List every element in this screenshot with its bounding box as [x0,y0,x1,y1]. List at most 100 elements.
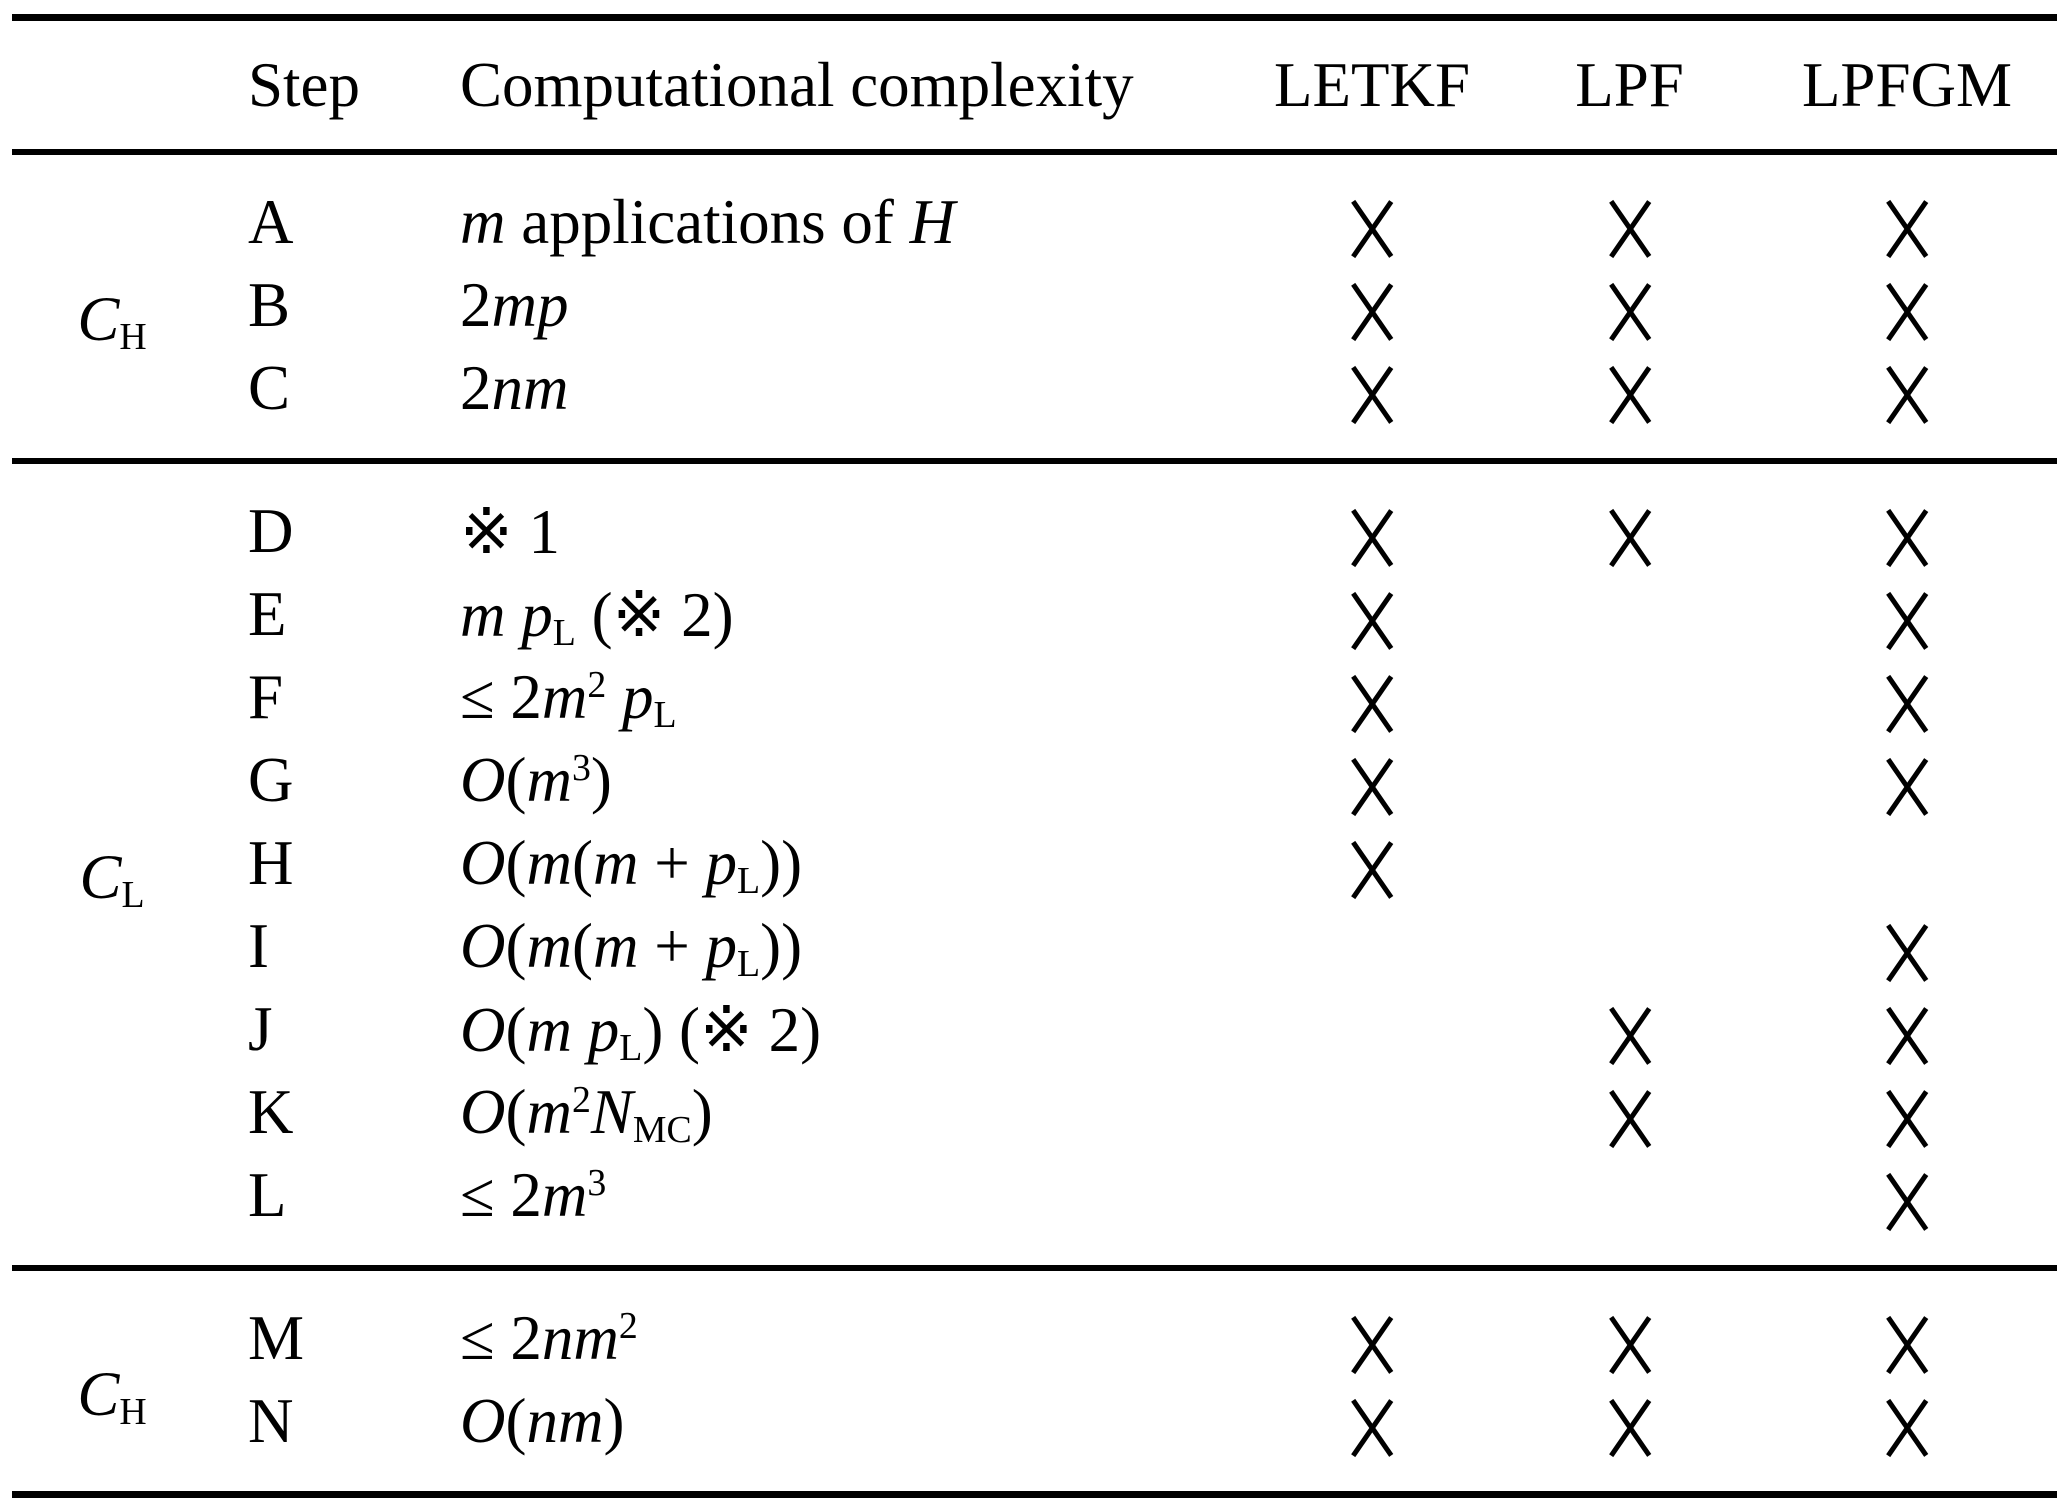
mark-cell-lpfgm [1757,656,2057,739]
x-mark-icon [1888,593,1926,648]
formula-segment: ( [505,1077,527,1147]
complexity-cell: m applications of H [432,149,1242,264]
mark-cell-letkf [1242,656,1502,739]
x-mark-icon [1611,201,1649,256]
formula-segment: ( [571,911,593,981]
table-head: Step Computational complexity LETKF LPF LPFG… [12,17,2057,155]
mark-cell-lpf [1502,149,1757,264]
formula-segment: m [541,662,588,732]
mark-cell-letkf [1242,1265,1502,1380]
mark-cell-lpfgm [1757,1380,2057,1495]
mark-cell-letkf [1242,264,1502,347]
mark-cell-lpf [1502,739,1757,822]
formula-segment: )) [760,828,803,898]
x-mark-icon [1353,759,1391,814]
formula-segment: p [587,994,620,1065]
formula-segment: p [705,828,738,898]
formula-segment: m [460,579,506,650]
complexity-cell: O(m(m + pL)) [432,822,1242,905]
x-mark-icon [1611,1400,1649,1455]
mark-cell-lpf [1502,264,1757,347]
table-header-row: Step Computational complexity LETKF LPF LPFG… [12,17,2057,155]
table-row-step-c: C 2nm [12,347,2057,461]
complexity-cell: ≤ 2m2 pL [432,656,1242,739]
complexity-cell: O(m2NMC) [432,1071,1242,1154]
mark-cell-lpf [1502,573,1757,656]
x-mark-icon [1888,1174,1926,1229]
formula-segment: m [592,911,639,981]
formula-segment: L [121,874,145,917]
formula-segment: ≤ 2 [460,662,542,732]
table-row-step-n: N O(nm) [12,1380,2057,1495]
x-mark-icon [1888,510,1926,565]
mark-cell-lpf [1502,905,1757,988]
x-mark-icon [1611,284,1649,339]
formula-segment: ) [603,1386,625,1456]
formula-segment: m [460,187,506,257]
x-mark-icon [1353,201,1391,256]
formula-segment: 2 [587,664,607,707]
mark-cell-lpfgm [1757,739,2057,822]
step-cell: M [212,1265,432,1380]
formula-segment: nm [526,1386,604,1456]
formula-segment: ( [505,1386,527,1456]
x-mark-icon [1353,284,1391,339]
mark-cell-lpf [1502,347,1757,461]
mark-cell-lpfgm [1757,149,2057,264]
x-mark-icon [1353,367,1391,422]
formula-segment: m [592,828,639,898]
formula-segment: + [638,911,706,981]
mark-cell-letkf [1242,573,1502,656]
x-mark-icon [1888,1317,1926,1372]
x-mark-icon [1611,1091,1649,1146]
mark-cell-lpfgm [1757,1071,2057,1154]
mark-cell-lpf [1502,458,1757,573]
x-mark-icon [1353,676,1391,731]
formula-segment: ≤ 2 [460,1160,542,1230]
step-cell: G [248,745,294,815]
step-cell: E [248,579,287,649]
col-header-lpf: LPF [1502,17,1757,155]
step-cell: A [212,149,432,264]
x-mark-icon [1353,1400,1391,1455]
formula-segment: C [77,284,120,354]
mark-cell-lpfgm [1757,822,2057,905]
complexity-cell: 2mp [432,264,1242,347]
mark-cell-lpfgm [1757,905,2057,988]
x-mark-icon [1611,1008,1649,1063]
formula-segment: L [653,694,677,737]
formula-segment: ( [505,911,527,981]
step-cell: N [248,1386,294,1456]
formula-segment: p [621,662,654,732]
formula-segment: ≤ 2 [460,1303,542,1373]
formula-segment: )) [760,911,803,981]
complexity-cell: m pL (※ 2) [432,573,1242,656]
formula-segment: O [460,994,506,1065]
mark-cell-lpf [1502,656,1757,739]
formula-segment: nm [491,353,569,423]
formula-segment: nm [541,1303,619,1373]
formula-segment: L [737,860,761,903]
table-row-step-h: H O(m(m + pL)) [12,822,2057,905]
complexity-cell: ※ 1 [432,458,1242,573]
col-header-lpfgm: LPFGM [1757,17,2057,155]
formula-segment: N [590,1077,633,1147]
table-row-step-l: L ≤ 2m3 [12,1154,2057,1268]
formula-segment: 2 [618,1305,638,1348]
table-row-step-j: J O(m pL) (※ 2) [12,988,2057,1071]
table-row-step-m: CH M ≤ 2nm2 [12,1265,2057,1495]
complexity-cell: ≤ 2nm2 [432,1265,1242,1380]
mark-cell-lpf [1502,1265,1757,1380]
x-mark-icon [1353,593,1391,648]
complexity-cell: O(m pL) (※ 2) [432,988,1242,1071]
mark-cell-letkf [1242,1071,1502,1154]
step-cell: B [248,270,291,340]
formula-segment: ) (※ 2) [642,994,822,1065]
x-mark-icon [1353,1317,1391,1372]
table-row-step-g: G O(m3) [12,739,2057,822]
mark-cell-lpfgm [1757,988,2057,1071]
formula-segment: p [521,579,553,650]
